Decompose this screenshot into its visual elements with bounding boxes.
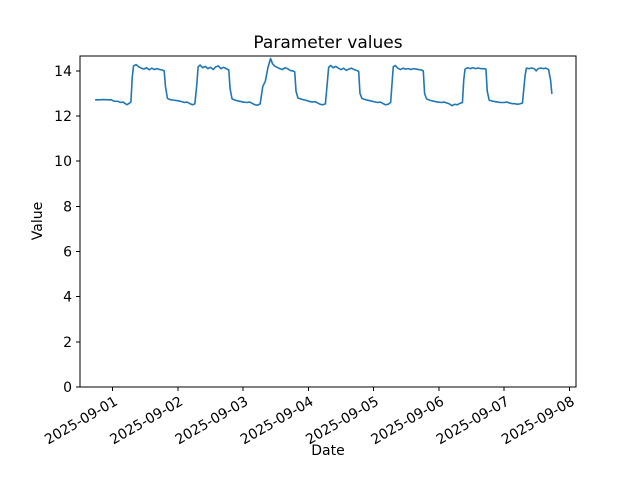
y-tick-label: 8 xyxy=(63,199,72,215)
x-tick-label: 2025-09-07 xyxy=(434,394,512,449)
y-tick-label: 10 xyxy=(54,154,72,170)
series-line xyxy=(94,57,553,107)
x-tick-label: 2025-09-04 xyxy=(238,394,317,449)
axes-spines xyxy=(79,55,577,388)
y-tick-label: 0 xyxy=(63,380,72,396)
x-tick-label: 2025-09-03 xyxy=(173,394,251,449)
y-tick-label: 14 xyxy=(54,64,72,80)
y-tick-label: 6 xyxy=(63,245,72,261)
chart-title: Parameter values xyxy=(253,33,403,53)
x-tick-label: 2025-09-06 xyxy=(368,394,447,449)
y-tick-label: 4 xyxy=(63,290,72,306)
y-tick-label: 12 xyxy=(54,109,72,125)
x-axis-label: Date xyxy=(311,443,345,459)
x-tick-label: 2025-09-02 xyxy=(107,394,185,449)
x-tick-label: 2025-09-05 xyxy=(303,394,381,449)
x-tick-label: 2025-09-01 xyxy=(42,394,120,449)
x-tick-label: 2025-09-08 xyxy=(499,394,577,449)
y-tick-label: 2 xyxy=(63,335,72,351)
